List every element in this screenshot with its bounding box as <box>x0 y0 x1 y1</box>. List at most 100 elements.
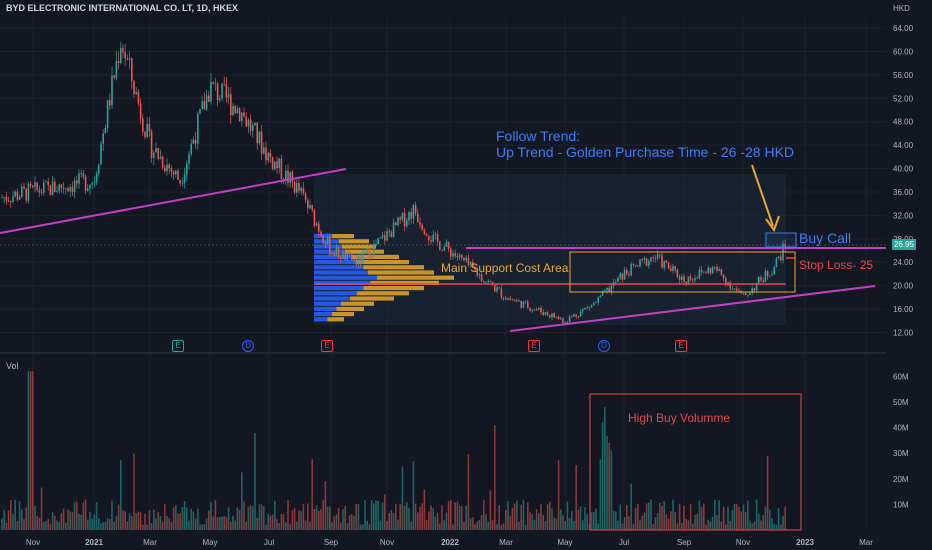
candle-body <box>111 75 113 106</box>
volume-bar <box>544 520 547 530</box>
candle-body <box>199 109 201 114</box>
volume-bar <box>540 504 542 530</box>
candle-body <box>232 106 234 116</box>
candle-body <box>428 236 430 241</box>
candle-body <box>155 148 157 153</box>
volume-bar <box>659 502 661 530</box>
volume-bar <box>599 459 602 530</box>
candle-body <box>71 187 74 192</box>
candle-body <box>725 278 727 286</box>
candle-body <box>408 212 410 221</box>
volume-bar <box>423 489 426 530</box>
candle-body <box>293 181 296 193</box>
volume-bar <box>608 442 610 530</box>
candle-body <box>27 183 30 201</box>
candle-body <box>753 288 756 291</box>
candle-body <box>40 192 43 194</box>
candle-body <box>619 273 621 278</box>
volume-bar <box>45 520 47 530</box>
candle-body <box>771 274 773 276</box>
candle-body <box>161 156 164 168</box>
volume-bar <box>247 506 250 530</box>
volume-bar <box>62 508 65 530</box>
candle-body <box>604 290 606 292</box>
volume-bar <box>199 524 201 530</box>
candles <box>1 41 786 325</box>
volume-tick-label: 40M <box>893 424 909 433</box>
event-earnings-1[interactable]: E <box>172 340 184 352</box>
volume-profile-bar-down <box>363 265 424 270</box>
time-tick-label: 2021 <box>85 538 103 547</box>
candle-body <box>678 277 681 280</box>
candle-body <box>645 258 648 266</box>
candle-body <box>736 288 738 291</box>
candle-body <box>568 316 571 323</box>
volume-bar <box>133 453 135 530</box>
candle-body <box>531 309 533 311</box>
candle-body <box>335 247 338 256</box>
volume-bar <box>227 507 230 530</box>
volume-profile-bar-up <box>314 265 364 270</box>
candle-body <box>315 223 318 226</box>
volume-bar <box>359 524 362 530</box>
candle-body <box>439 241 441 250</box>
event-earnings-4[interactable]: E <box>675 340 687 352</box>
volume-bar <box>51 512 54 530</box>
volume-bar <box>170 522 173 530</box>
candle-body <box>483 280 485 283</box>
price-tick-label: 12.00 <box>893 329 914 338</box>
candle-body <box>590 304 593 308</box>
candle-body <box>243 112 245 117</box>
volume-bar <box>392 512 395 530</box>
volume-bar <box>439 523 441 530</box>
volume-bar <box>208 510 210 530</box>
buy-call-annotation: Buy Call <box>799 230 852 246</box>
volume-bar <box>753 521 756 530</box>
event-dividend-2[interactable]: D <box>598 340 610 352</box>
volume-bar <box>465 505 467 530</box>
event-earnings-2[interactable]: E <box>321 340 333 352</box>
candle-body <box>128 58 131 60</box>
candle-body <box>621 273 624 280</box>
volume-bar <box>441 505 443 530</box>
candle-body <box>634 264 637 266</box>
event-earnings-3[interactable]: E <box>528 340 540 352</box>
volume-bar <box>665 514 668 530</box>
candle-body <box>729 282 731 289</box>
volume-bar <box>654 517 657 530</box>
volume-bar <box>370 499 373 530</box>
candle-body <box>188 154 190 164</box>
candle-body <box>597 297 599 303</box>
volume-bar <box>584 507 586 530</box>
last-price-tag: 26.95 <box>892 239 916 250</box>
candle-body <box>509 298 511 300</box>
candle-body <box>480 274 483 281</box>
candle-body <box>197 113 199 144</box>
volume-bar <box>181 506 184 530</box>
volume-bar <box>535 509 538 530</box>
volume-bar <box>674 511 676 530</box>
volume-profile-bar-down <box>338 239 369 244</box>
volume-bar <box>687 520 690 530</box>
time-tick-label: Sep <box>677 538 692 547</box>
volume-bar <box>65 522 67 530</box>
candle-body <box>32 185 34 188</box>
volume-bar <box>639 519 641 530</box>
candle-body <box>322 235 324 243</box>
volume-bar <box>203 524 206 530</box>
volume-bar <box>258 504 261 530</box>
volume-bar <box>379 520 382 530</box>
candle-body <box>445 242 448 247</box>
volume-bar <box>661 506 663 530</box>
candle-body <box>102 133 104 144</box>
volume-bar <box>542 514 544 530</box>
candle-body <box>731 288 734 290</box>
candle-body <box>681 276 683 280</box>
candle-body <box>91 182 93 185</box>
volume-bar <box>564 521 566 530</box>
candle-body <box>21 186 23 197</box>
candle-body <box>388 231 390 233</box>
volume-bar <box>703 503 705 530</box>
event-dividend-1[interactable]: D <box>242 340 254 352</box>
